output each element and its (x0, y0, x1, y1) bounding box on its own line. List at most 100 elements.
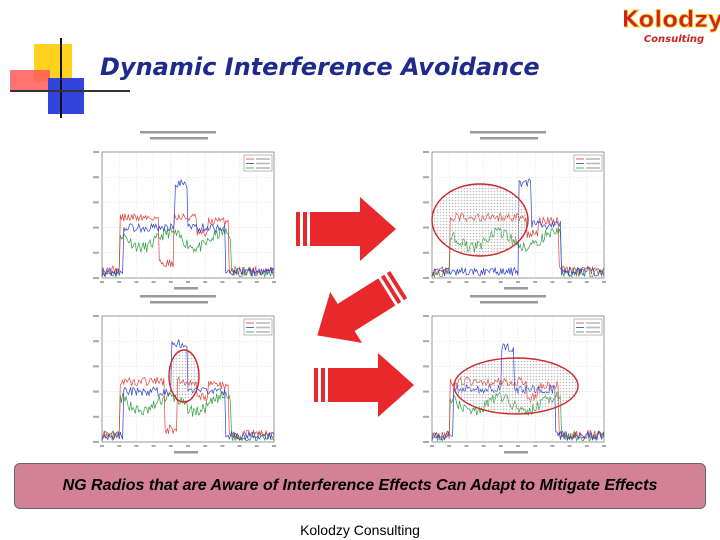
x-tick-mark (151, 445, 156, 447)
y-tick-mark (93, 340, 99, 343)
figure-header (470, 131, 546, 140)
x-tick-mark (203, 445, 208, 447)
x-axis-caption-line (174, 287, 198, 290)
x-tick-mark (516, 281, 520, 283)
spectrum-figure-bottom-right (400, 292, 612, 458)
x-axis-caption-line (504, 451, 528, 454)
spectrum-plot (93, 315, 276, 447)
y-tick-mark (93, 315, 99, 317)
spectrum-plot (93, 151, 276, 283)
y-tick-mark (423, 365, 429, 368)
x-axis-caption-line (504, 287, 528, 290)
y-tick-mark (93, 176, 99, 179)
arrow-down-left (317, 270, 408, 343)
x-tick-mark (481, 281, 486, 283)
accent-vertical-line (60, 38, 62, 118)
legend-label-line (586, 322, 600, 324)
y-tick-mark (423, 390, 429, 393)
legend-label-line (586, 158, 600, 160)
legend-label-line (256, 322, 270, 324)
legend-label-line (256, 167, 270, 169)
y-tick-mark (93, 251, 99, 254)
legend-label-line (586, 331, 600, 333)
legend-label-line (256, 326, 270, 329)
arrow-right-bottom (314, 353, 414, 417)
logo-word: Kolodzy (624, 7, 720, 33)
accent-square-red (10, 70, 50, 92)
x-tick-mark (186, 445, 190, 447)
y-tick-mark (423, 277, 429, 279)
y-tick-mark (93, 277, 99, 279)
y-tick-mark (93, 226, 99, 229)
trace-blue (431, 178, 605, 277)
x-tick-mark (430, 445, 434, 447)
x-tick-mark (567, 445, 572, 447)
x-tick-mark (481, 445, 486, 447)
legend-label-line (256, 331, 270, 333)
legend-label-line (586, 167, 600, 169)
x-tick-mark (134, 445, 139, 447)
y-tick-mark (423, 201, 429, 204)
y-tick-mark (93, 201, 99, 204)
x-tick-mark (254, 445, 259, 447)
header-line (480, 301, 538, 304)
header-line (480, 137, 538, 140)
figure-header (140, 131, 216, 140)
header-line (150, 137, 208, 140)
x-tick-mark (117, 281, 122, 283)
x-tick-mark (272, 445, 276, 447)
x-tick-mark (447, 445, 452, 447)
trace-blue (101, 178, 275, 277)
y-tick-mark (423, 176, 429, 179)
x-tick-mark (533, 281, 538, 283)
header-line (470, 295, 546, 298)
footer-text: Kolodzy Consulting (300, 522, 420, 538)
x-tick-mark (220, 445, 225, 447)
x-tick-mark (550, 281, 555, 283)
legend-label-line (256, 158, 270, 160)
x-tick-mark (464, 281, 469, 283)
legend-label-line (256, 162, 270, 165)
x-tick-mark (567, 281, 572, 283)
callout-text: NG Radios that are Aware of Interference… (62, 477, 658, 494)
x-tick-mark (100, 281, 104, 283)
x-tick-mark (464, 445, 469, 447)
legend-label-line (586, 326, 600, 329)
y-tick-mark (93, 365, 99, 368)
x-tick-mark (168, 445, 173, 447)
x-tick-mark (117, 445, 122, 447)
x-tick-mark (447, 281, 452, 283)
conclusion-callout: NG Radios that are Aware of Interference… (14, 463, 706, 509)
x-tick-mark (186, 281, 190, 283)
arrow-right-top (296, 197, 396, 261)
legend-label-line (586, 162, 600, 165)
x-tick-mark (550, 445, 555, 447)
x-tick-mark (237, 281, 242, 283)
spectrum-figure-top-right (400, 128, 612, 294)
x-tick-mark (602, 445, 606, 447)
header-line (150, 301, 208, 304)
y-tick-mark (423, 315, 429, 317)
header-line (140, 131, 216, 134)
accent-square-blue (48, 78, 84, 114)
header-line (470, 131, 546, 134)
y-tick-mark (423, 441, 429, 443)
spectrum-figure-top-left (70, 128, 282, 294)
spectrum-plot (423, 151, 606, 283)
x-tick-mark (498, 281, 503, 283)
interference-highlight (453, 357, 579, 415)
x-tick-mark (237, 445, 242, 447)
figure-header (140, 295, 216, 304)
x-axis-label (504, 287, 528, 290)
x-axis-label (174, 287, 198, 290)
y-tick-mark (423, 415, 429, 418)
y-tick-mark (423, 151, 429, 153)
x-axis-label (504, 451, 528, 454)
y-tick-mark (93, 441, 99, 443)
x-tick-mark (584, 445, 589, 447)
y-tick-mark (93, 151, 99, 153)
x-axis-label (174, 451, 198, 454)
y-tick-mark (423, 226, 429, 229)
x-axis-caption-line (174, 451, 198, 454)
x-tick-mark (430, 281, 434, 283)
